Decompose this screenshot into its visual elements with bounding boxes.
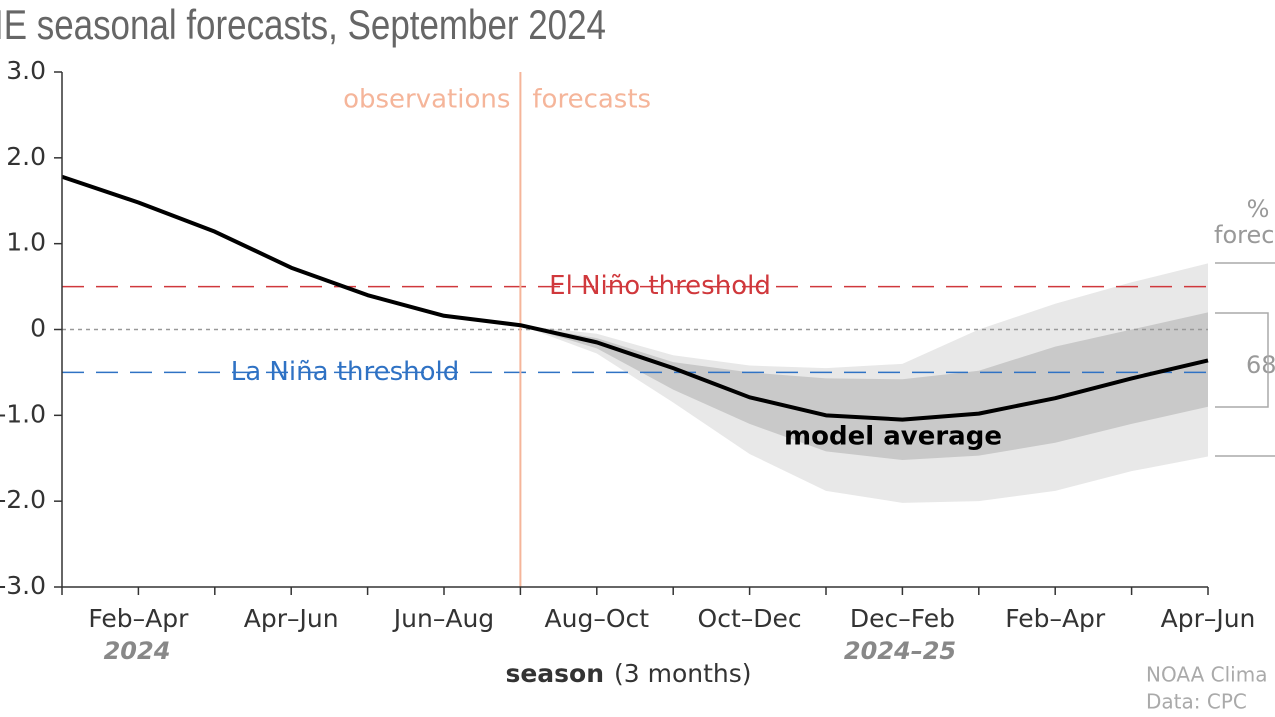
divider-label: observations [343,85,510,115]
y-tick-label: -2.0 [0,485,46,514]
y-tick-label: 0 [30,314,46,343]
y-tick-label: -3.0 [0,571,46,600]
x-tick-label: Feb–Apr [1005,604,1106,633]
line [61,174,1209,422]
series-label: model average [784,422,1002,452]
x-axis-label: (3 months) [614,659,752,688]
x-tick-label: Apr–Jun [1161,604,1256,633]
side-label: % [1247,195,1270,223]
bracket [1215,262,1275,457]
source: Data: CPC [1146,690,1247,714]
side-label: 68 [1246,351,1275,379]
chart-title: IE seasonal forecasts, September 2024 [0,1,606,48]
side-label: forec [1214,221,1274,249]
x-tick-label: Oct–Dec [698,604,802,633]
x-axis-label: season [505,659,604,688]
x-tick-label: Jun–Aug [392,604,494,633]
divider-label: forecasts [532,85,651,115]
plot: El Niño threshold La Niña threshold observ… [0,56,1255,633]
x-tick-label: Aug–Oct [545,604,650,633]
source: NOAA Clima [1146,663,1267,687]
x-tick-label: Feb–Apr [88,604,189,633]
forecast-band [520,312,1208,460]
y-tick-label: -1.0 [0,399,46,428]
x-tick-label: Apr–Jun [244,604,339,633]
year-label: 2024–25 [844,637,956,665]
y-tick-label: 3.0 [6,56,46,85]
x-tick-label: Dec–Feb [850,604,955,633]
year-label: 2024 [104,637,171,665]
threshold-label: El Niño threshold [549,271,771,301]
threshold-label: La Niña threshold [231,357,459,387]
y-tick-label: 1.0 [6,228,46,257]
y-tick-label: 2.0 [6,142,46,171]
